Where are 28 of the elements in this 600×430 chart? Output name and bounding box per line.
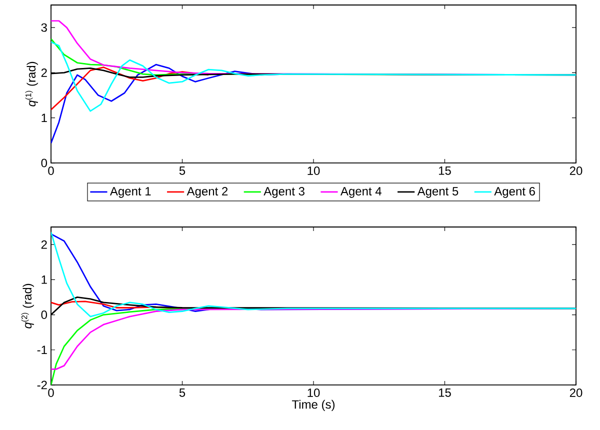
legend-label: Agent 6 bbox=[494, 187, 535, 198]
x-tick-label: 15 bbox=[438, 166, 451, 175]
y-tick-label: 1 bbox=[42, 114, 47, 122]
y-axis-title: q$^{(1)}$ (rad) bbox=[25, 62, 38, 106]
legend-label: Agent 5 bbox=[417, 187, 458, 198]
legend-label: Agent 2 bbox=[186, 187, 228, 198]
x-tick-label: 15 bbox=[438, 388, 451, 397]
x-tick-label: 0 bbox=[48, 388, 54, 398]
y-tick-label: 2 bbox=[41, 68, 47, 77]
y-axis-title: q$^{(2)}$ (rad) bbox=[21, 284, 34, 328]
x-tick-label: 20 bbox=[570, 388, 582, 398]
x-tick-label: 5 bbox=[179, 166, 186, 175]
y-tick-label: 2 bbox=[41, 240, 47, 249]
y-tick-label: 0 bbox=[41, 310, 48, 320]
y-tick-label: -1 bbox=[37, 346, 47, 354]
legend-label: Agent 1 bbox=[110, 187, 151, 198]
y-tick-label: -2 bbox=[37, 380, 47, 390]
legend-label: Agent 4 bbox=[340, 187, 382, 198]
y-tick-label: 1 bbox=[42, 276, 47, 284]
x-tick-label: 5 bbox=[179, 388, 186, 397]
y-tick-label: 3 bbox=[41, 23, 47, 32]
x-tick-label: 20 bbox=[570, 166, 582, 176]
x-axis-title: Time (s) bbox=[292, 400, 335, 412]
y-tick-label: 0 bbox=[41, 158, 48, 168]
x-tick-label: 10 bbox=[308, 388, 320, 398]
x-tick-label: 0 bbox=[48, 166, 54, 176]
legend-label: Agent 3 bbox=[264, 187, 304, 198]
x-tick-label: 10 bbox=[308, 166, 320, 176]
